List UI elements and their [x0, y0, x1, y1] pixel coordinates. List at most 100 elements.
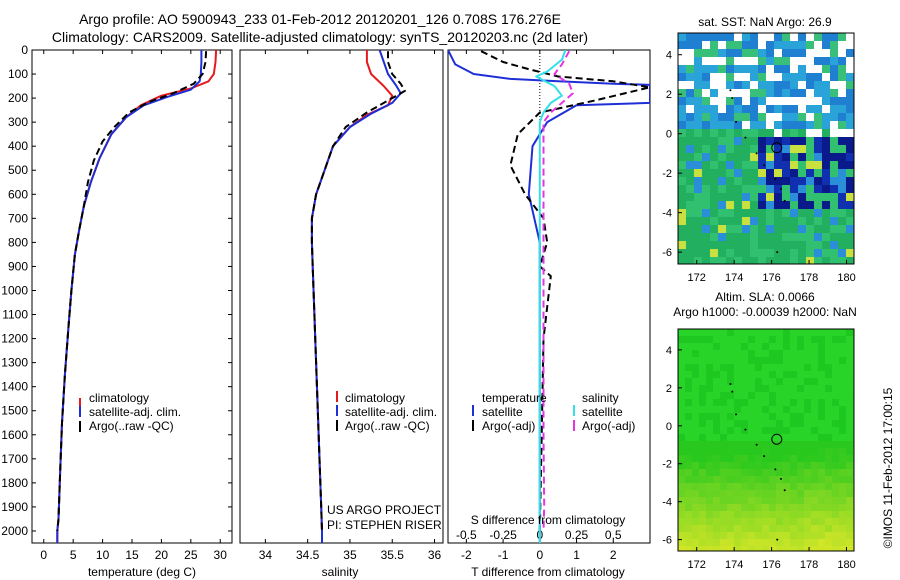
sst-cell [702, 249, 710, 257]
sst-cell [766, 57, 774, 65]
map-lon-label: 176 [762, 272, 780, 284]
sst-cell [694, 201, 702, 209]
sla-cell [699, 406, 706, 413]
sla-cell [832, 448, 839, 455]
sla-cell [678, 406, 685, 413]
sst-cell [846, 137, 854, 145]
sla-cell [832, 490, 839, 497]
sst-cell [774, 257, 782, 264]
sst-cell [814, 113, 822, 121]
sst-cell [686, 41, 694, 49]
sst-cell [774, 145, 782, 153]
sla-cell [699, 329, 706, 336]
sla-cell [692, 364, 699, 371]
sla-cell [713, 511, 720, 518]
sla-cell [790, 511, 797, 518]
sst-cell [806, 257, 814, 264]
sla-cell [790, 427, 797, 434]
sla-cell [818, 343, 825, 350]
sla-cell [755, 392, 762, 399]
sst-cell [822, 153, 830, 161]
sla-cell [741, 364, 748, 371]
sst-cell [710, 233, 718, 241]
pi-label: PI: STEPHEN RISER [327, 518, 442, 532]
sla-cell [804, 357, 811, 364]
sst-cell [814, 137, 822, 145]
sst-cell [766, 225, 774, 233]
sla-cell [748, 462, 755, 469]
sst-cell [702, 81, 710, 89]
sla-cell [818, 441, 825, 448]
salinity-tick-label: 34 [259, 548, 273, 562]
sla-cell [713, 546, 720, 551]
sla-cell [846, 406, 853, 413]
sla-cell [769, 462, 776, 469]
sla-cell [727, 378, 734, 385]
temperature-legend: climatology satellite-adj. clim. Argo(..… [79, 391, 181, 433]
sst-cell [734, 201, 742, 209]
sst-cell [742, 113, 750, 121]
depth-tick-label: 1700 [1, 452, 28, 466]
sst-cell [790, 73, 798, 81]
sla-cell [734, 546, 741, 551]
sst-cell [694, 121, 702, 129]
sst-cell [806, 105, 814, 113]
sst-cell [830, 89, 838, 97]
sst-cell [846, 145, 854, 153]
sla-cell [678, 364, 685, 371]
sla-cell [748, 434, 755, 441]
sla-cell [790, 476, 797, 483]
sla-cell [678, 490, 685, 497]
sst-cell [838, 225, 846, 233]
sla-cell [748, 392, 755, 399]
sla-cell [755, 371, 762, 378]
sla-cell [776, 490, 783, 497]
sst-cell [718, 185, 726, 193]
sla-cell [755, 364, 762, 371]
sst-cell [774, 57, 782, 65]
sla-cell [790, 504, 797, 511]
sla-cell [776, 462, 783, 469]
sla-cell [692, 546, 699, 551]
sst-cell [734, 129, 742, 137]
sst-cell [686, 233, 694, 241]
sst-cell [710, 137, 718, 145]
sla-heatmap [678, 329, 854, 551]
sla-cell [678, 539, 685, 546]
sst-cell [678, 129, 686, 137]
map-lat-label: 2 [666, 383, 672, 395]
sla-cell [804, 343, 811, 350]
sst-cell [798, 49, 806, 57]
sst-cell [822, 161, 830, 169]
sla-cell [769, 476, 776, 483]
map-lon-label: 176 [762, 559, 780, 571]
sla-cell [699, 364, 706, 371]
sla-cell [713, 518, 720, 525]
sst-map-panel: sat. SST: NaN Argo: 26.9 172 174 176 178 180… [662, 15, 855, 284]
sst-cell [686, 249, 694, 257]
sst-cell [814, 33, 822, 41]
depth-tick-label: 1400 [1, 380, 28, 394]
project-label: US ARGO PROJECT [327, 503, 442, 517]
sla-cell [783, 462, 790, 469]
sst-cell [710, 145, 718, 153]
sla-cell [825, 462, 832, 469]
sla-cell [769, 399, 776, 406]
sst-cell [750, 113, 758, 121]
island-dot [731, 97, 734, 100]
sst-cell [750, 209, 758, 217]
sla-cell [734, 350, 741, 357]
map-lat-label: 4 [666, 50, 672, 62]
sla-cell [825, 413, 832, 420]
sst-cell [686, 145, 694, 153]
sst-cell [758, 169, 766, 177]
sla-cell [720, 504, 727, 511]
sla-cell [797, 336, 804, 343]
sst-cell [766, 153, 774, 161]
series-line-argo-raw-qc- [56, 51, 208, 532]
sla-cell [755, 336, 762, 343]
sla-cell [811, 532, 818, 539]
sst-cell [782, 193, 790, 201]
sla-cell [776, 378, 783, 385]
sla-cell [769, 427, 776, 434]
